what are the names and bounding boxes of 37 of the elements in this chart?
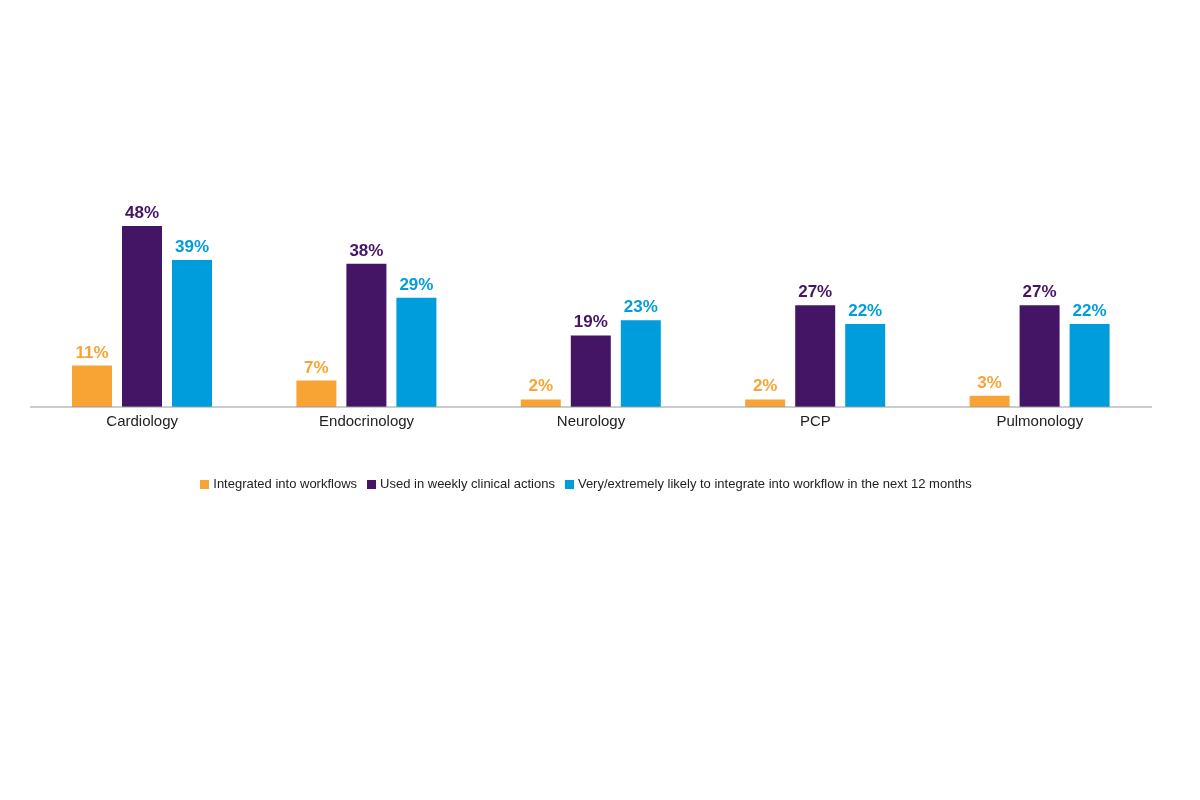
bar	[745, 399, 786, 407]
bar	[1069, 324, 1110, 407]
x-tick-label: Neurology	[556, 411, 626, 429]
bar	[172, 260, 212, 407]
bar	[520, 399, 561, 407]
x-tick-label: PCP	[799, 411, 831, 429]
data-label: 7%	[304, 357, 329, 377]
legend-label: Integrated into workflows	[213, 476, 358, 491]
bar	[396, 297, 437, 407]
data-label: 2%	[528, 376, 554, 396]
data-label: 3%	[977, 372, 1002, 392]
legend-label: Very/extremely likely to integrate into workflow in the next 12 months	[577, 476, 972, 491]
bar	[845, 324, 886, 407]
data-label: 23%	[623, 297, 658, 317]
bar	[795, 305, 836, 407]
legend-label: Used in weekly clinical actions	[380, 476, 555, 491]
data-label: 11%	[75, 342, 109, 362]
bar	[296, 380, 337, 407]
data-label: 22%	[848, 301, 883, 321]
bar	[620, 320, 661, 407]
data-label: 2%	[752, 376, 778, 396]
bar	[346, 263, 387, 407]
x-tick-label: Endocrinology	[319, 411, 415, 429]
x-tick-label: Cardiology	[106, 411, 179, 429]
data-label: 48%	[124, 203, 160, 223]
data-label: 22%	[1072, 301, 1107, 321]
bar	[72, 365, 112, 407]
bar	[570, 335, 611, 407]
data-label: 39%	[174, 237, 210, 257]
bar	[122, 226, 162, 407]
bar	[1019, 305, 1060, 407]
x-tick-label: Pulmonology	[996, 411, 1084, 429]
data-label: 38%	[349, 240, 384, 260]
data-label: 27%	[798, 282, 833, 302]
data-label: 29%	[399, 274, 434, 294]
data-label: 27%	[1022, 282, 1057, 302]
data-label: 19%	[573, 312, 608, 332]
